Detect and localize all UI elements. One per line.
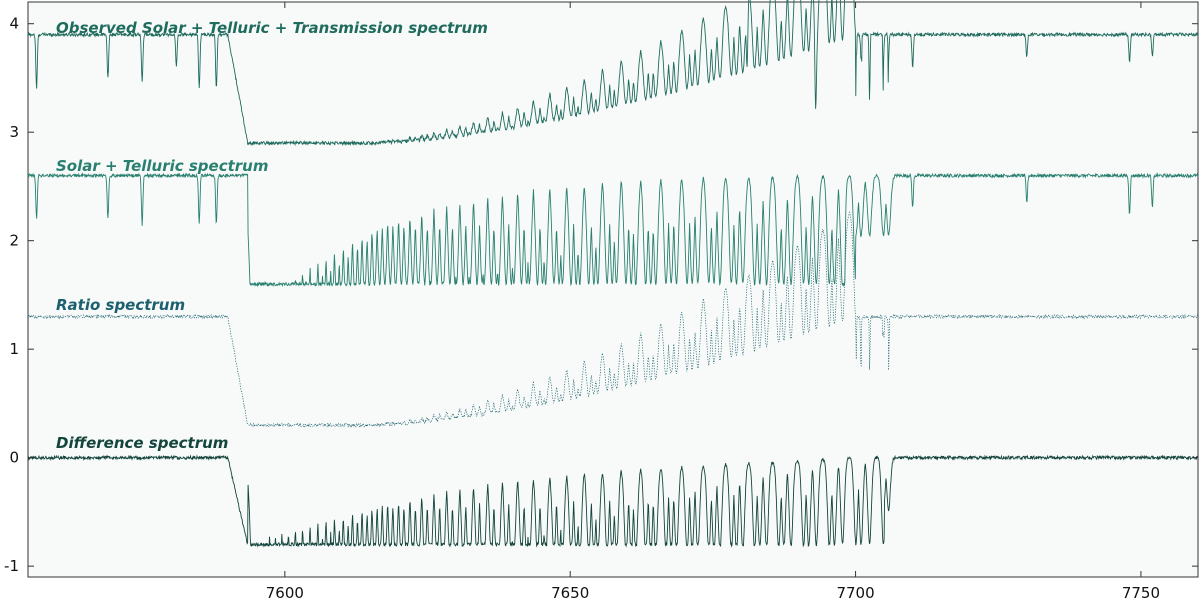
series-line-1 [27, 172, 1199, 288]
x-tick-label: 7650 [551, 584, 589, 602]
series-title-difference: Difference spectrum [56, 434, 228, 452]
y-tick-label: 2 [9, 232, 19, 250]
plot-area [27, 1, 1199, 578]
y-tick-label: 0 [9, 449, 19, 467]
series-layer [27, 0, 1199, 548]
x-tick-label: 7700 [836, 584, 874, 602]
series-title-solar-telluric: Solar + Telluric spectrum [56, 157, 268, 175]
y-tick-label: 1 [9, 340, 19, 358]
series-title-ratio: Ratio spectrum [56, 296, 185, 314]
series-line-3 [27, 454, 1199, 548]
x-tick-label: 7750 [1122, 584, 1160, 602]
x-tick-label: 7600 [266, 584, 304, 602]
y-tick-label: 4 [9, 15, 19, 33]
y-tick-label: -1 [4, 557, 19, 575]
axis-layer: -1 0 1 2 3 4 7600 7650 7700 7750 [4, 2, 1198, 602]
title-layer: Observed Solar + Telluric + Transmission… [56, 19, 488, 452]
series-title-observed: Observed Solar + Telluric + Transmission… [56, 19, 488, 37]
series-line-2 [27, 211, 1199, 428]
y-tick-label: 3 [9, 123, 19, 141]
series-line-0 [27, 0, 1199, 147]
